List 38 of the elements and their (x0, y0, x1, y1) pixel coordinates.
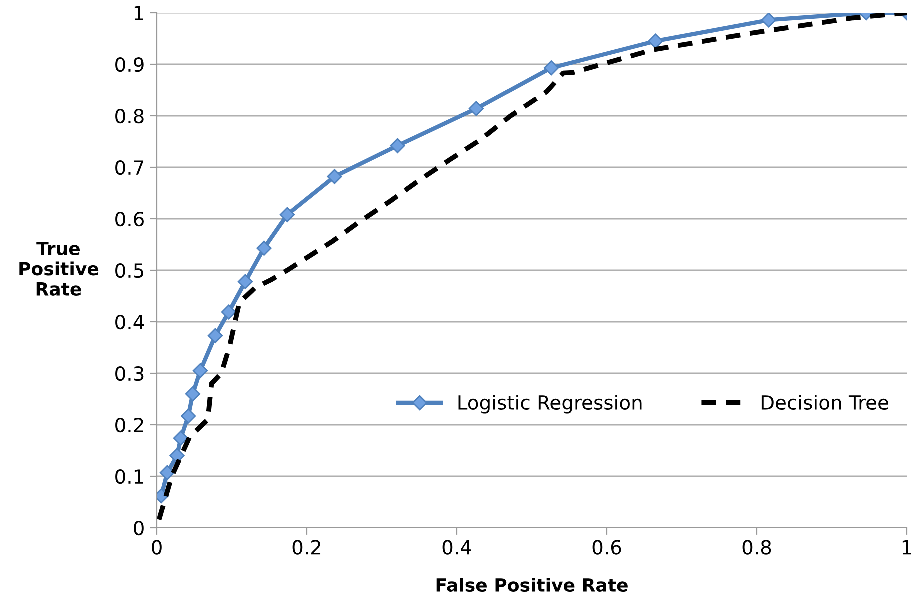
point (208, 328, 224, 344)
y-tick-label: 1 (134, 6, 144, 20)
y-tick-label: 0.8 (116, 108, 144, 124)
point (160, 465, 176, 480)
point (390, 138, 406, 154)
y-tick-label: 0.9 (116, 57, 144, 72)
point (170, 448, 185, 464)
y-tick-label: 0.7 (116, 160, 144, 176)
point (544, 60, 560, 76)
x-tick-label: 1 (902, 540, 912, 555)
y-tick-label: 0.5 (116, 263, 144, 278)
y-tick-label: 0.1 (116, 469, 144, 484)
y-axis-title: True Positive Rate (20, 242, 99, 296)
x-tick-label: 0.8 (742, 540, 772, 555)
point (280, 207, 296, 222)
x-tick-label: 0.2 (292, 540, 321, 555)
point (192, 363, 208, 378)
x-axis-title: False Positive Rate (436, 578, 628, 592)
point (256, 240, 272, 256)
point (185, 386, 201, 402)
legend-label: Decision Tree (762, 394, 888, 410)
point (761, 13, 777, 28)
y-tick-label: 0.3 (116, 366, 144, 382)
y-tick-label: 0 (134, 520, 144, 536)
x-tick-label: 0 (152, 540, 162, 555)
legend-label: Logistic Regression (458, 394, 642, 414)
y-tick-label: 0.6 (116, 212, 144, 227)
point (180, 408, 196, 424)
point (648, 34, 664, 49)
x-tick-label: 0.6 (592, 540, 622, 555)
point (468, 101, 484, 116)
point (221, 304, 237, 320)
x-tick-label: 0.4 (442, 540, 472, 555)
point (173, 430, 189, 446)
point (238, 274, 254, 290)
y-tick-label: 0.4 (116, 314, 144, 330)
y-tick-label: 0.2 (116, 418, 144, 433)
point (327, 169, 342, 184)
